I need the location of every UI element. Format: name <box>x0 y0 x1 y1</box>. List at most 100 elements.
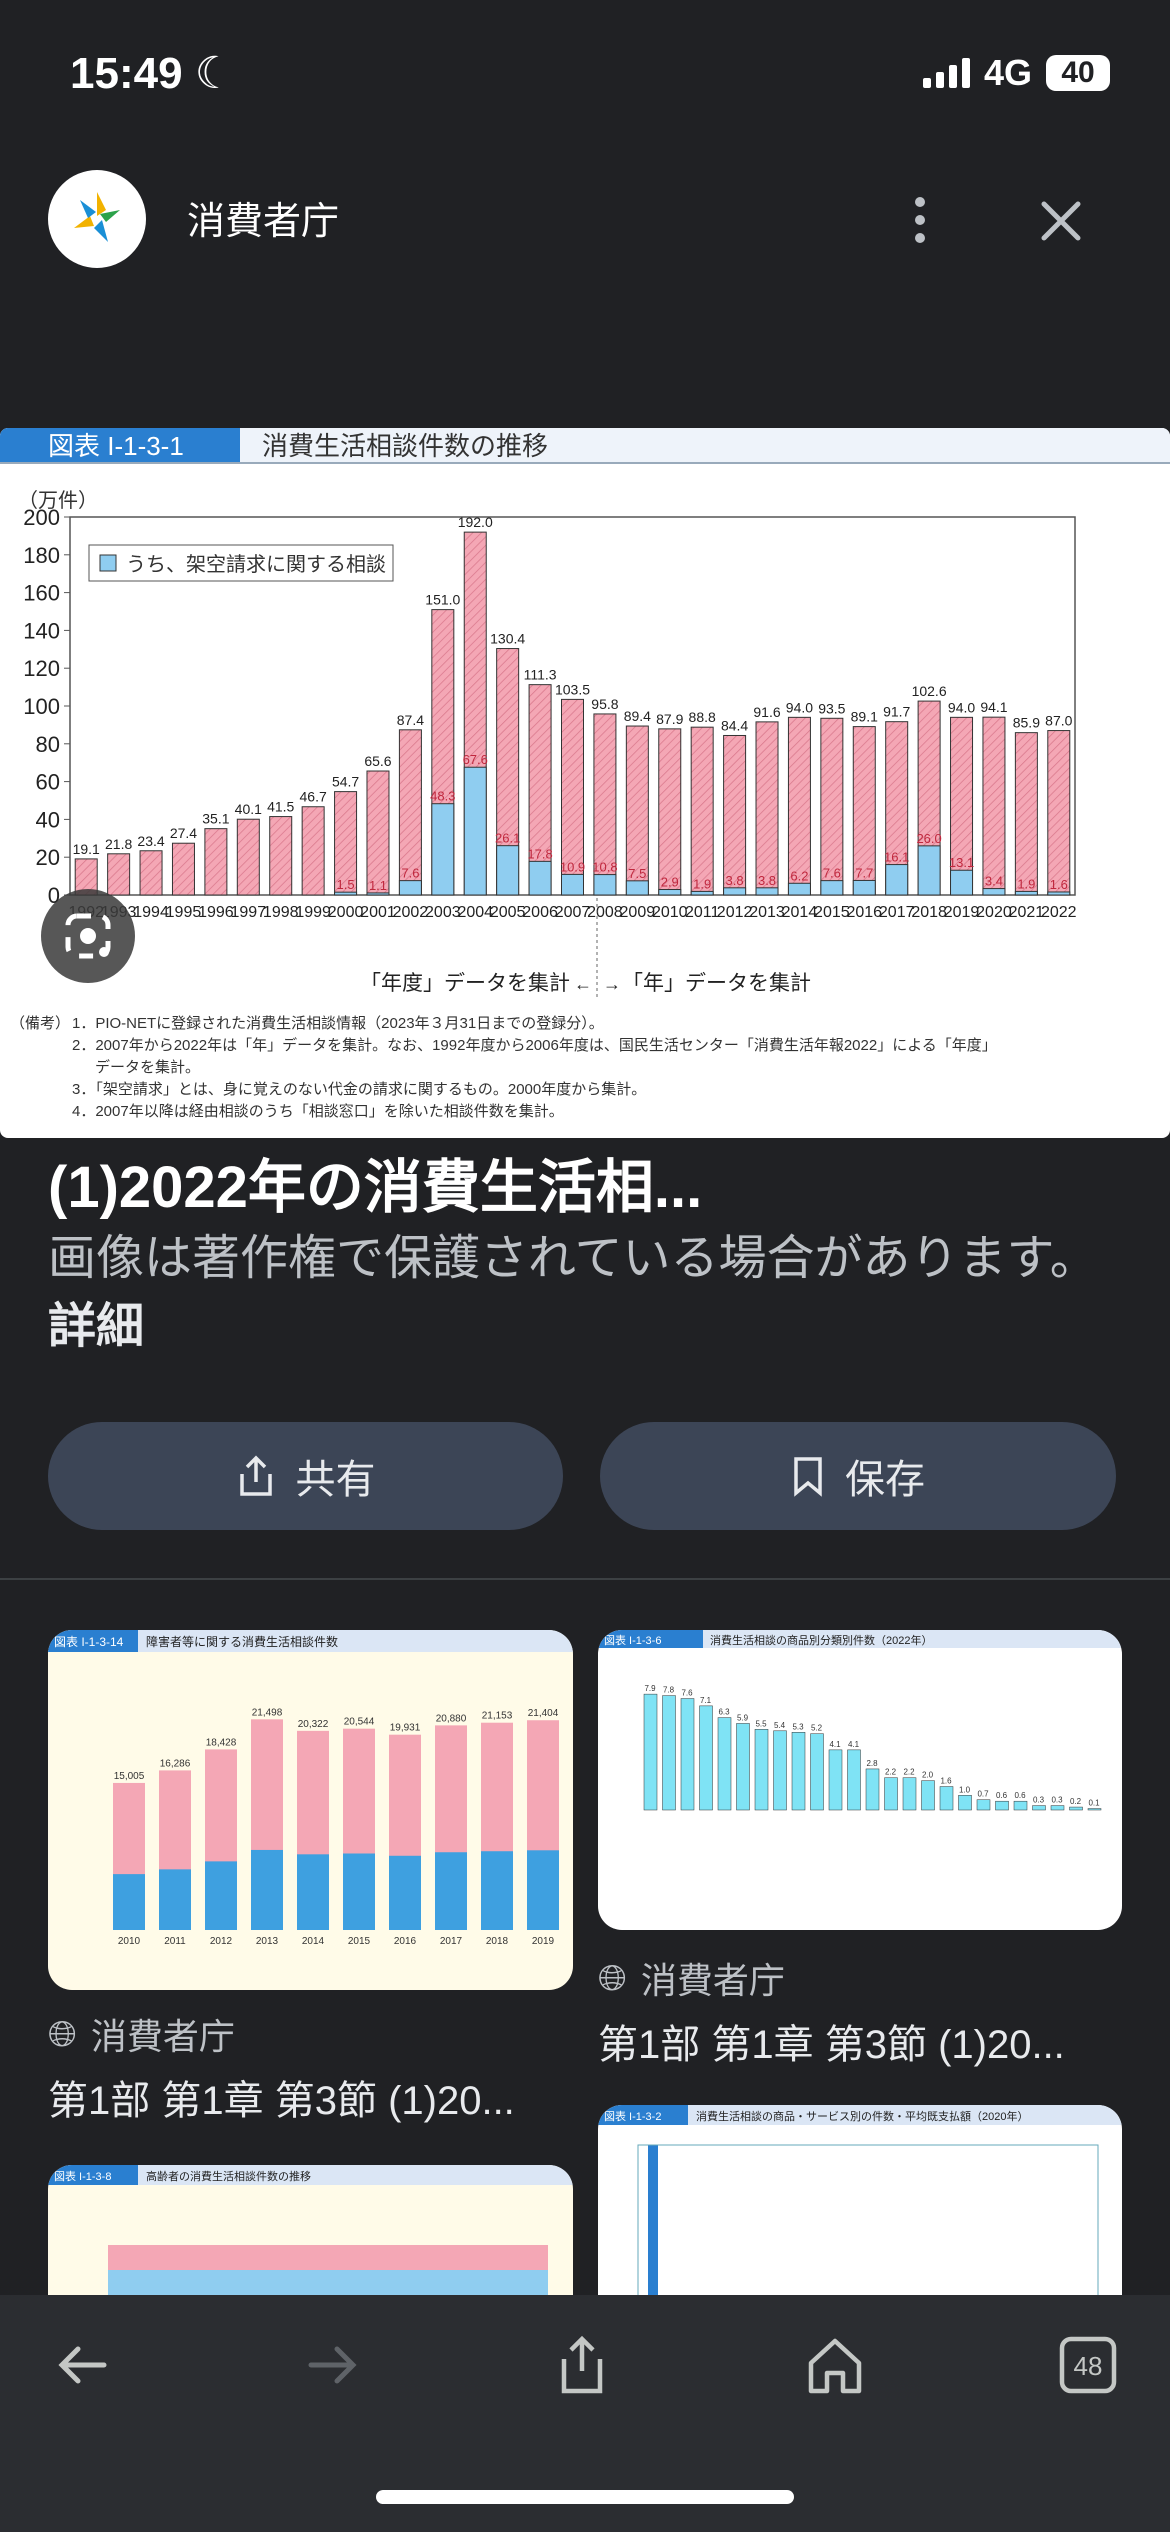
y-tick-label: 60 <box>36 770 60 795</box>
bar-sub-label: 48.3 <box>430 789 455 804</box>
related-caption-1[interactable]: 第1部 第1章 第3節 (1)20... <box>48 2079 515 2123</box>
bar-total <box>690 726 714 896</box>
bar-total <box>723 734 747 896</box>
thumb-bar-label: 7.9 <box>644 1684 656 1693</box>
related-thumb-4[interactable]: 図表 I-1-3-2 消費生活相談の商品・サービス別の件数・平均既支払額（202… <box>598 2105 1122 2365</box>
thumb-x-label: 2010 <box>118 1936 141 1947</box>
status-time: 15:49 ☾ <box>70 49 235 98</box>
legend-label: うち、架空請求に関する相談 <box>126 553 386 576</box>
thumb-bar-label: 1.6 <box>940 1777 952 1786</box>
save-button[interactable]: 保存 <box>600 1422 1116 1530</box>
thumb-bar-label: 0.6 <box>1014 1791 1026 1800</box>
bar-total-label: 103.5 <box>555 681 590 697</box>
x-tick-label: 1994 <box>133 904 169 921</box>
x-tick-label: 2011 <box>685 904 720 921</box>
thumb-bar <box>773 1730 787 1811</box>
bar-total-label: 95.8 <box>591 696 618 712</box>
share-icon[interactable] <box>552 2335 612 2395</box>
bar-fictitious-billing <box>787 882 811 896</box>
result-title[interactable]: (1)2022年の消費生活相... <box>48 1155 703 1220</box>
thumb-figure-label: 図表 I-1-3-8 <box>54 2169 111 2183</box>
main-image[interactable]: 図表 I-1-3-1 消費生活相談件数の推移 （万件） 0 20 40 60 80 100… <box>0 428 1170 1138</box>
forward-icon[interactable] <box>303 2335 363 2395</box>
globe-icon: 🌐︎ <box>598 1956 627 1998</box>
thumb-x-label: 2019 <box>532 1936 555 1947</box>
bar-sub-label: 7.5 <box>628 866 646 881</box>
bar-total <box>107 853 131 896</box>
x-tick-label: 2000 <box>328 904 364 921</box>
share-button[interactable]: 共有 <box>48 1422 563 1530</box>
status-indicators: 4G 40 <box>922 52 1110 94</box>
bar-total-label: 94.0 <box>948 699 975 715</box>
bar-sub-label: 3.8 <box>758 873 776 888</box>
home-icon[interactable] <box>805 2335 865 2395</box>
thumb-figure-label: 図表 I-1-3-14 <box>54 1635 124 1649</box>
thumb-figure-title: 高齢者の消費生活相談件数の推移 <box>146 2169 311 2183</box>
thumb-bar <box>754 1729 769 1811</box>
bar-total <box>366 770 390 896</box>
related-caption-2[interactable]: 第1部 第1章 第3節 (1)20... <box>598 2023 1065 2067</box>
details-link[interactable]: 詳細 <box>48 1300 145 1353</box>
bar-total <box>658 728 682 896</box>
thumb-x-label: 2016 <box>394 1936 417 1947</box>
x-tick-label: 2013 <box>749 904 785 921</box>
y-tick-label: 140 <box>23 618 60 643</box>
thumb-bar-part <box>205 1861 237 1930</box>
bookmark-icon <box>794 1457 822 1497</box>
thumb-bar-label: 2.2 <box>885 1768 897 1777</box>
back-icon[interactable] <box>52 2335 112 2395</box>
globe-icon: 🌐︎ <box>48 2012 77 2054</box>
thumb-figure-title: 消費生活相談の商品・サービス別の件数・平均既支払額（2020年） <box>696 2109 1028 2123</box>
thumb-bar <box>1032 1805 1046 1811</box>
more-vert-icon[interactable] <box>900 190 940 250</box>
bar-total-label: 111.3 <box>524 667 557 683</box>
related-thumb-1[interactable]: 図表 I-1-3-14 障害者等に関する消費生活相談件数 15,005 2010 1… <box>48 1630 573 1990</box>
related-thumb-2[interactable]: 図表 I-1-3-6 消費生活相談の商品別分類別件数（2022年） 7.9 7.8… <box>598 1630 1122 1930</box>
thumb-bar-part <box>389 1855 421 1930</box>
bar-sub-label: 26.0 <box>916 831 941 846</box>
lens-icon[interactable] <box>41 889 135 983</box>
related-source-2[interactable]: 🌐︎ 消費者庁 <box>598 1956 785 2002</box>
bar-sub-label: 1.1 <box>369 878 387 893</box>
tabs-button[interactable]: 48 <box>1058 2335 1118 2395</box>
copyright-notice: 画像は著作権で保護されている場合があります。 詳細 <box>48 1232 1098 1353</box>
bar-fictitious-billing <box>950 869 974 896</box>
note-line: データを集計。 <box>95 1058 200 1076</box>
x-tick-label: 2022 <box>1041 904 1077 921</box>
bar-sub-label: 26.1 <box>495 831 520 846</box>
bar-fictitious-billing <box>723 887 747 896</box>
thumb-figure-label: 図表 I-1-3-2 <box>604 2109 661 2123</box>
x-tick-label: 2017 <box>879 904 915 921</box>
bar-fictitious-billing <box>820 880 844 896</box>
thumb-bar-label: 5.2 <box>811 1724 823 1733</box>
close-icon[interactable] <box>1030 190 1092 252</box>
bar-total-label: 89.1 <box>851 709 878 725</box>
share-icon <box>239 1455 272 1496</box>
bar-total-label: 91.7 <box>883 704 910 720</box>
bar-fictitious-billing <box>561 873 584 896</box>
thumb-bar-label: 5.4 <box>774 1721 786 1730</box>
y-tick-label: 200 <box>23 505 60 530</box>
bar-total-label: 102.6 <box>912 683 947 699</box>
thumb-x-label: 2018 <box>486 1936 509 1947</box>
thumb-figure-title: 障害者等に関する消費生活相談件数 <box>146 1634 338 1649</box>
thumb-bar <box>865 1768 880 1811</box>
thumb-x-label: 2011 <box>164 1936 186 1947</box>
thumb-x-label: 2015 <box>348 1936 371 1947</box>
thumb-bar-part <box>159 1869 191 1930</box>
thumb-bar <box>958 1795 972 1811</box>
bar-fictitious-billing <box>1014 890 1038 896</box>
y-unit-label: （万件） <box>18 489 98 512</box>
x-tick-label: 2006 <box>522 904 558 921</box>
bar-total-label: 40.1 <box>235 801 262 817</box>
legend: うち、架空請求に関する相談 <box>88 544 394 582</box>
thumb-bar-label: 21,153 <box>482 1711 513 1722</box>
x-tick-label: 2004 <box>457 904 493 921</box>
related-source-1[interactable]: 🌐︎ 消費者庁 <box>48 2012 235 2058</box>
thumb-bar-label: 7.8 <box>663 1686 675 1695</box>
divider <box>0 1578 1170 1580</box>
bar-sub-label: 1.9 <box>1017 876 1035 891</box>
x-tick-label: 2008 <box>587 904 623 921</box>
thumb-bar <box>680 1698 695 1811</box>
thumb-bar-part <box>251 1849 283 1930</box>
